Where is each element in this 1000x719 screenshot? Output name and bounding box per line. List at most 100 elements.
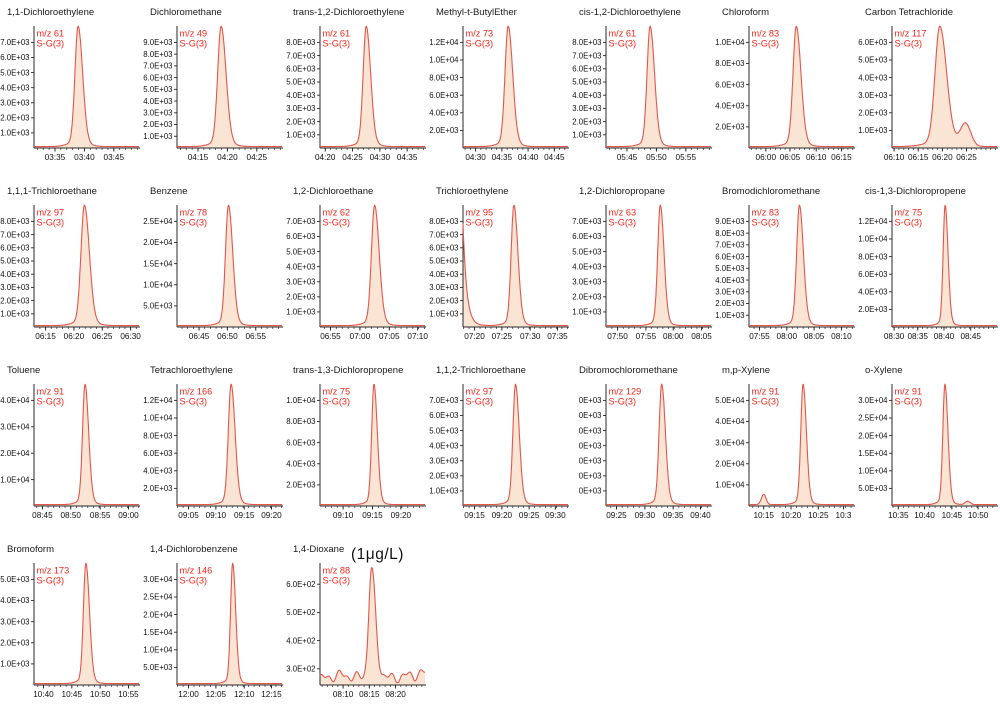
chromatogram-panel: 1,4-Dichlorobenzene 3.0E+04 2.5E+04 2.0E+04… [143, 537, 286, 716]
y-tick-label: 6.0E+03 [429, 244, 458, 253]
x-tick-label: 08:45 [32, 511, 53, 520]
y-tick-label: 1.0E+03 [429, 487, 458, 496]
x-tick-label: 07:10 [407, 332, 428, 341]
x-tick-label: 05:45 [617, 153, 638, 162]
panel-title: 1,4-Dichlorobenzene [150, 544, 238, 555]
x-tick-label: 06:55 [320, 332, 341, 341]
smoothing-label: S-G(3) [180, 576, 208, 586]
y-tick-label: 7.0E+03 [429, 230, 458, 239]
y-tick-label: 3.0E+03 [429, 456, 458, 465]
x-tick-label: 07:05 [379, 332, 400, 341]
smoothing-label: S-G(3) [37, 218, 65, 228]
panel-title: Bromoform [7, 544, 54, 555]
peak-area [463, 384, 568, 506]
mz-label: m/z 75 [895, 208, 923, 218]
y-tick-label: 0E+03 [579, 426, 602, 435]
y-tick-label: 7.0E+03 [0, 38, 29, 47]
y-tick-label: 1.0E+04 [715, 38, 745, 47]
peak-trace [176, 204, 283, 327]
x-tick-label: 09:10 [206, 511, 227, 520]
x-tick-label: 08:05 [691, 332, 712, 341]
panel-title: Dichloromethane [150, 7, 222, 18]
peak-area [892, 384, 997, 506]
x-tick-label: 09:10 [333, 511, 354, 520]
y-tick-label: 3.0E+03 [143, 109, 172, 118]
y-tick-label: 8.0E+03 [286, 38, 315, 47]
y-tick-label: 5.0E+03 [0, 68, 29, 77]
x-tick-label: 06:15 [908, 153, 929, 162]
x-tick-label: 10:35 [888, 511, 909, 520]
mz-label: m/z 75 [323, 387, 351, 397]
y-tick-label: 2.0E+03 [286, 117, 315, 126]
y-tick-label: 2.0E+03 [286, 293, 315, 302]
y-tick-label: 2.0E+04 [858, 431, 888, 440]
y-tick-label: 5.0E+03 [572, 247, 601, 256]
y-tick-label: 3.0E+03 [715, 288, 744, 297]
y-tick-label: 2.0E+03 [715, 299, 744, 308]
x-tick-label: 03:45 [104, 153, 125, 162]
peak-trace [462, 204, 569, 327]
y-tick-label: 1.0E+04 [858, 467, 888, 476]
y-tick-label: 3.0E+03 [858, 91, 887, 100]
y-tick-label: 1.5E+04 [858, 449, 888, 458]
y-tick-label: 2.0E+04 [0, 449, 30, 458]
y-tick-label: 5.0E+03 [572, 78, 601, 87]
panel-title: Toluene [7, 365, 41, 376]
y-tick-label: 4.0E+03 [286, 459, 315, 468]
y-tick-label: 8.0E+03 [286, 417, 315, 426]
y-tick-label: 5.0E+02 [286, 608, 315, 617]
x-tick-label: 06:10 [884, 153, 905, 162]
peak-trace [462, 383, 569, 506]
x-tick-label: 08:10 [831, 332, 852, 341]
y-tick-label: 6.0E+03 [715, 252, 744, 261]
peak-area [320, 205, 425, 327]
y-tick-label: 6.0E+02 [286, 580, 315, 589]
y-tick-label: 6.0E+03 [715, 80, 744, 89]
peak-area [177, 384, 282, 506]
peak-trace [605, 25, 712, 148]
peak-trace [33, 383, 140, 506]
panel-title: Benzene [150, 186, 188, 197]
chromatogram-plot: 8.0E+03 7.0E+03 6.0E+03 5.0E+03 4.0E+03 3.0E+… [286, 25, 426, 162]
y-tick-label: 1.0E+03 [858, 126, 887, 135]
chromatogram-plot: 2.5E+04 2.0E+04 1.5E+04 1.0E+04 5.0E+03 06:45… [143, 204, 283, 341]
smoothing-label: S-G(3) [466, 39, 494, 49]
peak-trace [605, 383, 712, 506]
y-tick-label: 5.0E+03 [143, 302, 172, 311]
peak-trace [33, 562, 140, 685]
x-tick-label: 06:25 [92, 332, 113, 341]
chromatogram-plot: 7.0E+03 6.0E+03 5.0E+03 4.0E+03 3.0E+03 2.0E+… [429, 383, 569, 520]
y-tick-label: 4.0E+03 [143, 97, 172, 106]
chromatogram-plot: 1.2E+04 1.0E+04 8.0E+03 6.0E+03 4.0E+03 2.0E+… [429, 25, 569, 162]
x-tick-label: 08:30 [884, 332, 905, 341]
y-tick-label: 1.0E+04 [715, 481, 745, 490]
chromatogram-plot: 1.2E+04 1.0E+04 8.0E+03 6.0E+03 4.0E+03 2.0E+… [143, 383, 283, 520]
y-tick-label: 1.0E+03 [286, 131, 315, 140]
y-tick-label: 2.0E+03 [143, 120, 172, 129]
chromatogram-panel: Bromoform 5.0E+03 4.0E+03 3.0E+03 2.0E+03 1.0… [0, 537, 143, 716]
chromatogram-panel: Carbon Tetrachloride 6.0E+03 5.0E+03 4.0E+0… [858, 0, 1000, 179]
y-tick-label: 1.0E+03 [429, 310, 458, 319]
panel-title: Trichloroethylene [436, 186, 509, 197]
x-tick-label: 08:20 [385, 690, 406, 699]
y-tick-label: 8.0E+03 [572, 38, 601, 47]
y-tick-label: 3.0E+03 [286, 277, 315, 286]
y-tick-label: 8.0E+03 [858, 252, 887, 261]
panel-title: Carbon Tetrachloride [865, 7, 954, 18]
smoothing-label: S-G(3) [37, 39, 65, 49]
x-tick-label: 04:30 [465, 153, 486, 162]
x-tick-label: 04:25 [247, 153, 268, 162]
x-tick-label: 10:40 [914, 511, 935, 520]
y-tick-label: 2.5E+04 [143, 217, 173, 226]
y-tick-label: 0E+03 [579, 456, 602, 465]
y-tick-label: 8.0E+03 [429, 217, 458, 226]
x-tick-label: 04:15 [188, 153, 209, 162]
mz-label: m/z 91 [37, 387, 65, 397]
peak-trace [748, 204, 855, 327]
y-tick-label: 2.0E+04 [143, 610, 173, 619]
peak-area [320, 384, 425, 506]
y-tick-label: 3.0E+03 [429, 283, 458, 292]
y-tick-label: 6.0E+03 [143, 449, 172, 458]
y-tick-label: 3.0E+04 [143, 575, 173, 584]
